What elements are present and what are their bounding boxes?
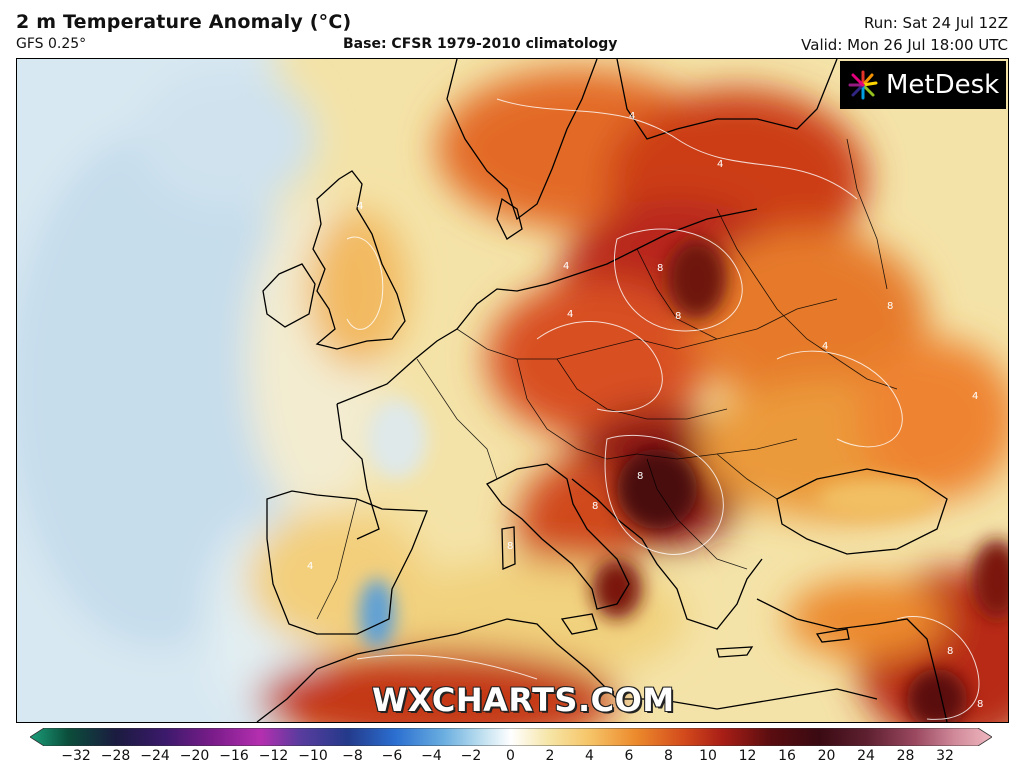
colorbar-tick-label: −6 bbox=[381, 748, 403, 764]
colorbar-tick-label: −24 bbox=[140, 748, 170, 764]
valid-label: Valid: Mon 26 Jul 18:00 UTC bbox=[801, 36, 1008, 54]
contour-label: 8 bbox=[657, 263, 663, 274]
colorbar-tick-label: 8 bbox=[664, 748, 673, 764]
contour-label: 8 bbox=[977, 699, 983, 710]
colorbar-tick-label: 16 bbox=[778, 748, 796, 764]
contour-label: 8 bbox=[887, 301, 893, 312]
contour-label: 4 bbox=[307, 561, 313, 572]
colorbar-tick-label: −32 bbox=[61, 748, 91, 764]
colorbar-tick-label: −16 bbox=[219, 748, 249, 764]
contour-label: 4 bbox=[629, 111, 635, 122]
metdesk-logo: MetDesk bbox=[840, 61, 1006, 109]
colorbar-tick-label: 0 bbox=[506, 748, 515, 764]
model-label: GFS 0.25° bbox=[16, 36, 87, 52]
colorbar-tick-label: −12 bbox=[258, 748, 289, 764]
contour-label: 4 bbox=[822, 341, 828, 352]
contour-label: 8 bbox=[507, 541, 513, 552]
base-label: Base: CFSR 1979-2010 climatology bbox=[343, 36, 618, 52]
colorbar-tick-label: 32 bbox=[936, 748, 954, 764]
contour-label: 4 bbox=[717, 159, 723, 170]
country-borders bbox=[316, 138, 898, 620]
colorbar-tick-label: −28 bbox=[100, 748, 131, 764]
wxcharts-watermark: WXCHARTS.COM bbox=[372, 681, 675, 719]
contour-label: 8 bbox=[592, 501, 598, 512]
metdesk-starburst-icon bbox=[848, 70, 878, 100]
contour-labels: 4 4 4 8 8 4 8 4 8 4 8 4 8 8 4 8 bbox=[307, 111, 983, 710]
map-canvas: 4 4 4 8 8 4 8 4 8 4 8 4 8 8 4 8 bbox=[17, 59, 1008, 722]
colorbar-tick-label: 12 bbox=[738, 748, 757, 764]
run-label: Run: Sat 24 Jul 12Z bbox=[863, 14, 1008, 32]
contour-label: 8 bbox=[637, 471, 643, 482]
colorbar-tick-label: −2 bbox=[460, 748, 482, 764]
contour-label: 4 bbox=[563, 261, 569, 272]
contour-label: 8 bbox=[947, 646, 953, 657]
anomaly-map: 4 4 4 8 8 4 8 4 8 4 8 4 8 8 4 8 bbox=[16, 58, 1009, 723]
colorbar-tick-label: 10 bbox=[699, 748, 717, 764]
metdesk-logo-text: MetDesk bbox=[886, 70, 1000, 100]
contour-label: 4 bbox=[567, 309, 573, 320]
colorbar-tick-label: 2 bbox=[545, 748, 555, 764]
anomaly-contours bbox=[346, 98, 980, 720]
colorbar-tick-label: 24 bbox=[857, 748, 875, 764]
colorbar-tick-label: 20 bbox=[817, 748, 836, 764]
contour-label: 4 bbox=[357, 201, 363, 212]
colorbar-tick-label: 6 bbox=[624, 748, 634, 764]
colorbar-tick-label: 28 bbox=[896, 748, 915, 764]
colorbar-tick-label: −10 bbox=[298, 748, 328, 764]
coastlines bbox=[256, 59, 948, 722]
contour-label: 8 bbox=[675, 311, 681, 322]
colorbar-ticks: −32 −28 −24 −20 −16 −12 −10 −8 −6 −4 −2 0 2 4 6 8 10 12 16… bbox=[0, 748, 1024, 768]
colorbar-tick-label: −20 bbox=[179, 748, 210, 764]
colorbar-tick-label: −8 bbox=[342, 748, 363, 764]
colorbar bbox=[30, 728, 992, 746]
colorbar-tick-label: 4 bbox=[585, 748, 594, 764]
colorbar-tick-label: −4 bbox=[421, 748, 442, 764]
contour-label: 4 bbox=[972, 391, 978, 402]
chart-title: 2 m Temperature Anomaly (°C) bbox=[16, 11, 352, 33]
